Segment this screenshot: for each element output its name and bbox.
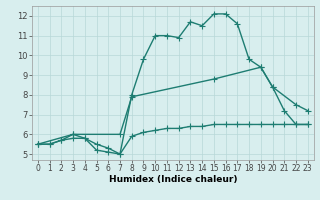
X-axis label: Humidex (Indice chaleur): Humidex (Indice chaleur) <box>108 175 237 184</box>
